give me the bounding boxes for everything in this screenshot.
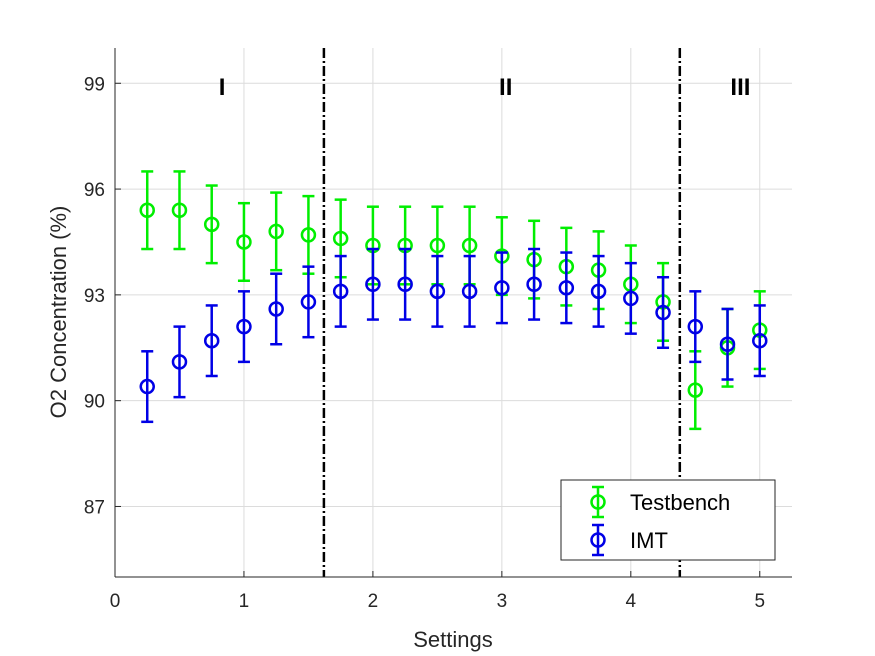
x-tick-label-0: 0 xyxy=(110,591,121,612)
x-axis-label: Settings xyxy=(413,627,493,652)
y-tick-label-0: 87 xyxy=(84,497,105,518)
y-tick-label-2: 93 xyxy=(84,286,105,307)
y-tick-label-4: 99 xyxy=(84,74,105,95)
legend-testbench-label: Testbench xyxy=(630,490,730,515)
x-tick-label-3: 3 xyxy=(497,591,508,612)
x-tick-label-2: 2 xyxy=(368,591,379,612)
x-tick-label-5: 5 xyxy=(754,591,765,612)
region-label-3: III xyxy=(730,74,750,101)
region-label-2: II xyxy=(499,74,512,101)
legend: Testbench IMT xyxy=(561,480,775,560)
y-tick-label-3: 96 xyxy=(84,180,105,201)
x-tick-label-1: 1 xyxy=(239,591,250,612)
region-label-1: I xyxy=(219,74,226,101)
legend-imt-label: IMT xyxy=(630,528,668,553)
y-tick-label-1: 90 xyxy=(84,392,105,413)
x-tick-label-4: 4 xyxy=(626,591,637,612)
y-axis-label: O2 Concentration (%) xyxy=(46,206,71,419)
